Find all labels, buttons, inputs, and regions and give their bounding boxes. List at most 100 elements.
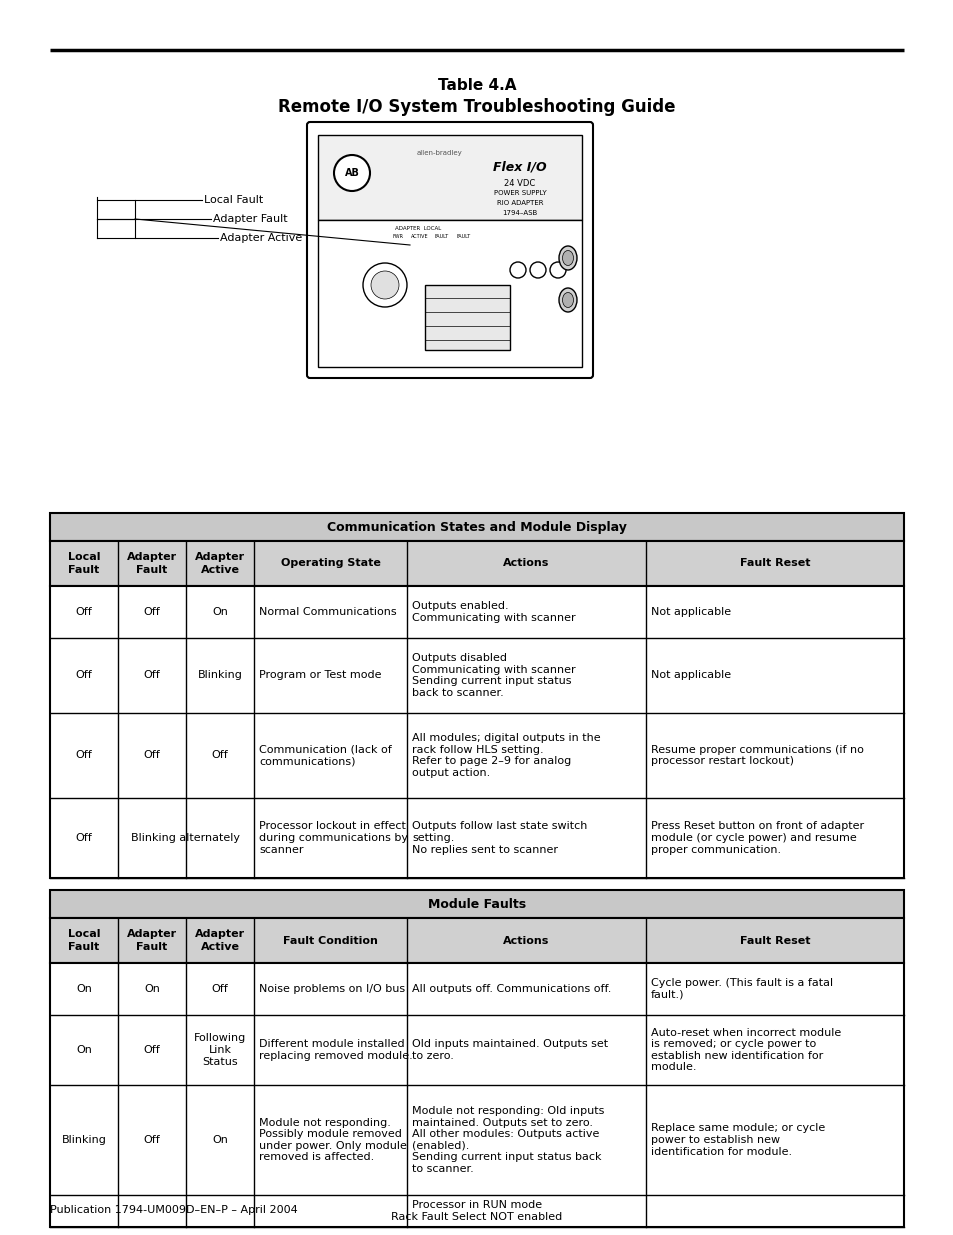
- Bar: [50, 638, 903, 713]
- Text: 1794–ASB: 1794–ASB: [502, 210, 537, 216]
- Circle shape: [334, 156, 370, 191]
- Text: Not applicable: Not applicable: [650, 671, 730, 680]
- Text: Adapter Active: Adapter Active: [220, 233, 302, 243]
- Circle shape: [363, 263, 407, 308]
- Text: Not applicable: Not applicable: [650, 606, 730, 618]
- Text: On: On: [76, 984, 91, 994]
- Bar: [50, 918, 118, 963]
- Bar: [186, 918, 253, 963]
- Text: Local
Fault: Local Fault: [68, 552, 100, 574]
- Text: Outputs disabled
Communicating with scanner
Sending current input status
back to: Outputs disabled Communicating with scan…: [412, 653, 575, 698]
- Bar: [253, 541, 407, 585]
- Text: Blinking alternately: Blinking alternately: [132, 832, 240, 844]
- Text: On: On: [144, 984, 160, 994]
- Bar: [118, 918, 186, 963]
- Text: Local
Fault: Local Fault: [68, 929, 100, 952]
- Bar: [50, 1015, 903, 1086]
- Text: Normal Communications: Normal Communications: [258, 606, 396, 618]
- Text: Noise problems on I/O bus: Noise problems on I/O bus: [258, 984, 405, 994]
- Text: RIO ADAPTER: RIO ADAPTER: [497, 200, 542, 206]
- Bar: [645, 541, 903, 585]
- Bar: [424, 285, 510, 350]
- Text: Off: Off: [75, 751, 92, 761]
- Text: Communication States and Module Display: Communication States and Module Display: [327, 520, 626, 534]
- Text: Blinking: Blinking: [62, 1135, 107, 1145]
- Text: Auto-reset when incorrect module
is removed; or cycle power to
establish new ide: Auto-reset when incorrect module is remo…: [650, 1028, 841, 1072]
- Text: Module Faults: Module Faults: [428, 898, 525, 910]
- Bar: [50, 1086, 903, 1195]
- Circle shape: [510, 262, 525, 278]
- Text: Operating State: Operating State: [280, 558, 380, 568]
- Bar: [407, 918, 645, 963]
- Text: FWR: FWR: [392, 235, 403, 240]
- Text: Off: Off: [144, 751, 160, 761]
- Text: On: On: [212, 606, 228, 618]
- Bar: [317, 220, 581, 367]
- Text: Adapter
Fault: Adapter Fault: [127, 929, 177, 952]
- Text: ACTIVE: ACTIVE: [411, 235, 428, 240]
- Text: Remote I/O System Troubleshooting Guide: Remote I/O System Troubleshooting Guide: [278, 98, 675, 116]
- Text: allen-bradley: allen-bradley: [416, 149, 462, 156]
- Bar: [50, 963, 903, 1015]
- Bar: [253, 918, 407, 963]
- Text: Cycle power. (This fault is a fatal
fault.): Cycle power. (This fault is a fatal faul…: [650, 978, 832, 1000]
- Text: Replace same module; or cycle
power to establish new
identification for module.: Replace same module; or cycle power to e…: [650, 1124, 824, 1157]
- Text: All modules; digital outputs in the
rack follow HLS setting.
Refer to page 2–9 f: All modules; digital outputs in the rack…: [412, 734, 600, 778]
- Bar: [50, 890, 903, 918]
- Text: Table 4.A: Table 4.A: [437, 78, 516, 93]
- Text: Off: Off: [144, 1045, 160, 1055]
- Text: Processor in RUN mode
Rack Fault Select NOT enabled: Processor in RUN mode Rack Fault Select …: [391, 1200, 562, 1221]
- Text: Off: Off: [144, 1135, 160, 1145]
- Text: Fault Reset: Fault Reset: [739, 935, 809, 946]
- Text: Blinking: Blinking: [197, 671, 242, 680]
- Text: Off: Off: [212, 984, 228, 994]
- Text: Adapter
Active: Adapter Active: [194, 929, 245, 952]
- Text: Outputs enabled.
Communicating with scanner: Outputs enabled. Communicating with scan…: [412, 601, 575, 622]
- Bar: [186, 541, 253, 585]
- Text: Program or Test mode: Program or Test mode: [258, 671, 381, 680]
- Text: All outputs off. Communications off.: All outputs off. Communications off.: [412, 984, 611, 994]
- Ellipse shape: [562, 251, 573, 266]
- Bar: [50, 1195, 903, 1228]
- Text: Off: Off: [75, 832, 92, 844]
- Circle shape: [550, 262, 565, 278]
- Text: Processor lockout in effect
during communications by
scanner: Processor lockout in effect during commu…: [258, 821, 408, 855]
- Text: Local Fault: Local Fault: [204, 195, 263, 205]
- Text: Different module installed
replacing removed module.: Different module installed replacing rem…: [258, 1039, 413, 1061]
- Bar: [433, 241, 444, 249]
- Text: Fault Condition: Fault Condition: [283, 935, 377, 946]
- Text: Press Reset button on front of adapter
module (or cycle power) and resume
proper: Press Reset button on front of adapter m…: [650, 821, 863, 855]
- Bar: [118, 541, 186, 585]
- Text: Publication 1794-UM009D–EN–P – April 2004: Publication 1794-UM009D–EN–P – April 200…: [50, 1205, 297, 1215]
- Bar: [50, 585, 903, 638]
- Text: On: On: [76, 1045, 91, 1055]
- Text: FAULT: FAULT: [456, 235, 471, 240]
- Text: 24 VDC: 24 VDC: [504, 179, 535, 188]
- Text: Off: Off: [144, 606, 160, 618]
- Text: Old inputs maintained. Outputs set
to zero.: Old inputs maintained. Outputs set to ze…: [412, 1039, 607, 1061]
- FancyBboxPatch shape: [307, 122, 593, 378]
- Bar: [50, 918, 903, 963]
- Text: Flex I/O: Flex I/O: [493, 161, 546, 173]
- Text: Following
Link
Status: Following Link Status: [193, 1034, 246, 1067]
- Ellipse shape: [558, 288, 577, 312]
- Text: Communication (lack of
communications): Communication (lack of communications): [258, 745, 392, 766]
- Bar: [455, 241, 467, 249]
- Text: Off: Off: [75, 606, 92, 618]
- Bar: [50, 513, 903, 541]
- Bar: [645, 918, 903, 963]
- Bar: [50, 541, 903, 585]
- Text: Off: Off: [144, 671, 160, 680]
- Text: Adapter
Fault: Adapter Fault: [127, 552, 177, 574]
- Text: Module not responding.
Possibly module removed
under power. Only module
removed : Module not responding. Possibly module r…: [258, 1118, 406, 1162]
- Bar: [50, 585, 903, 878]
- Text: Off: Off: [75, 671, 92, 680]
- Text: Outputs follow last state switch
setting.
No replies sent to scanner: Outputs follow last state switch setting…: [412, 821, 587, 855]
- Text: Actions: Actions: [503, 935, 549, 946]
- Text: POWER SUPPLY: POWER SUPPLY: [493, 190, 546, 196]
- Text: AB: AB: [344, 168, 359, 178]
- Ellipse shape: [558, 246, 577, 270]
- Bar: [411, 241, 422, 249]
- Bar: [389, 241, 400, 249]
- Text: Fault Reset: Fault Reset: [739, 558, 809, 568]
